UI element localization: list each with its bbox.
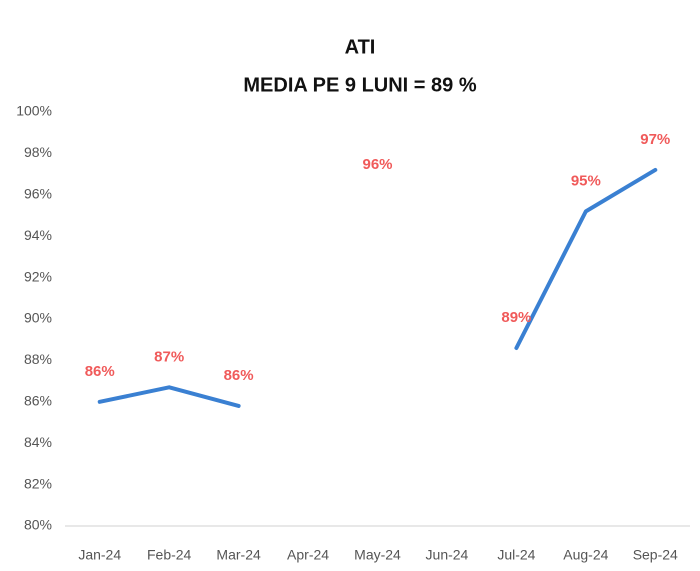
y-tick-label: 86% xyxy=(24,393,52,409)
value-label: 97% xyxy=(640,131,670,148)
y-tick-label: 84% xyxy=(24,434,52,450)
value-label: 86% xyxy=(85,363,115,380)
y-tick-label: 94% xyxy=(24,227,52,243)
chart-subtitle: MEDIA PE 9 LUNI = 89 % xyxy=(243,74,476,96)
x-tick-label: Feb-24 xyxy=(147,547,192,563)
x-tick-label: Aug-24 xyxy=(563,547,608,563)
y-tick-label: 96% xyxy=(24,186,52,202)
y-tick-label: 92% xyxy=(24,268,52,284)
value-label: 86% xyxy=(224,367,254,384)
value-label: 87% xyxy=(154,348,184,365)
value-label: 89% xyxy=(501,309,531,326)
x-tick-label: Jun-24 xyxy=(426,547,469,563)
y-tick-label: 82% xyxy=(24,475,52,491)
value-label: 96% xyxy=(362,156,392,173)
y-tick-label: 80% xyxy=(24,517,52,533)
line xyxy=(97,167,658,408)
y-tick-label: 88% xyxy=(24,351,52,367)
x-tick-label: Jan-24 xyxy=(78,547,121,563)
y-tick-label: 100% xyxy=(16,103,52,119)
x-tick-label: Sep-24 xyxy=(633,547,678,563)
y-tick-label: 90% xyxy=(24,310,52,326)
x-tick-label: Apr-24 xyxy=(287,547,329,563)
x-tick-label: Jul-24 xyxy=(497,547,535,563)
x-tick-label: May-24 xyxy=(354,547,401,563)
value-label: 95% xyxy=(571,172,601,189)
x-tick-label: Mar-24 xyxy=(216,547,261,563)
chart-title: ATI xyxy=(345,36,376,58)
y-tick-label: 98% xyxy=(24,144,52,160)
